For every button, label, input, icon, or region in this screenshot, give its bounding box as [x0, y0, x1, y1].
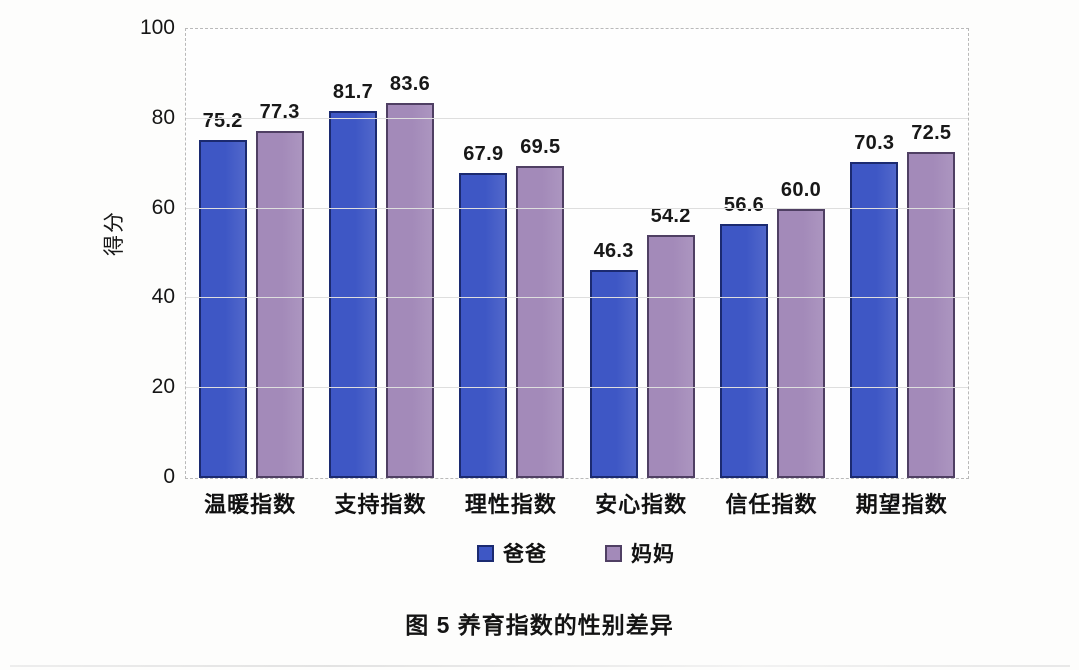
- figure-caption: 图 5 养育指数的性别差异: [405, 612, 674, 638]
- x-axis-category-label: 支持指数: [334, 492, 427, 517]
- bar-groups: 75.2 77.3 81.7 83.6 67.9 69.5 46.3 54.2 56.6 60.0…: [186, 29, 968, 478]
- x-axis-category-label: 期望指数: [855, 492, 948, 517]
- legend-label: 妈妈: [631, 543, 675, 566]
- bar-slot: 81.7: [328, 29, 377, 478]
- bar-value-label: 54.2: [650, 205, 691, 227]
- x-axis-category-label: 温暖指数: [204, 492, 297, 517]
- y-axis-tick-label: 0: [163, 465, 175, 488]
- bar-slot: 77.3: [255, 29, 304, 478]
- bar-value-label: 77.3: [259, 101, 300, 123]
- bar-slot: 69.5: [516, 29, 565, 478]
- bar-妈妈-期望指数: [907, 152, 956, 478]
- legend-label: 爸爸: [503, 543, 547, 566]
- bar-爸爸-理性指数: [459, 173, 508, 478]
- legend-swatch: [605, 544, 622, 562]
- bar-group: 70.3 72.5: [838, 29, 968, 478]
- legend-swatch: [477, 544, 494, 562]
- bar-slot: 56.6: [719, 29, 768, 478]
- bar-slot: 46.3: [589, 29, 638, 478]
- bar-妈妈-支持指数: [385, 103, 434, 478]
- bar-value-label: 83.6: [389, 73, 431, 95]
- bar-group: 56.6 60.0: [707, 29, 837, 478]
- gridline: [186, 207, 968, 209]
- bar-slot: 75.2: [198, 29, 247, 478]
- bar-value-label: 81.7: [332, 81, 374, 103]
- legend-item-妈妈: 妈妈: [605, 538, 675, 568]
- gridline: [186, 117, 968, 119]
- bar-value-label: 75.2: [202, 110, 243, 132]
- gridline: [186, 387, 968, 389]
- bar-value-label: 56.6: [723, 194, 765, 216]
- bar-妈妈-信任指数: [776, 209, 825, 478]
- bar-slot: 60.0: [776, 29, 825, 478]
- bar-slot: 70.3: [850, 29, 899, 478]
- bar-slot: 72.5: [907, 29, 956, 478]
- y-axis-tick-label: 40: [151, 285, 175, 309]
- gridline: [186, 297, 968, 299]
- bar-group: 81.7 83.6: [316, 29, 446, 478]
- bar-妈妈-理性指数: [516, 166, 565, 478]
- bar-value-label: 60.0: [780, 179, 822, 201]
- bar-value-label: 72.5: [911, 122, 952, 144]
- scan-artifact-line: [10, 665, 1070, 667]
- bar-妈妈-安心指数: [646, 235, 695, 478]
- legend-item-爸爸: 爸爸: [477, 538, 547, 568]
- bar-value-label: 67.9: [463, 143, 504, 165]
- bar-爸爸-安心指数: [589, 270, 638, 478]
- bar-value-label: 46.3: [593, 240, 634, 262]
- bar-group: 46.3 54.2: [577, 29, 707, 478]
- bar-slot: 67.9: [459, 29, 508, 478]
- y-axis-tick-label: 80: [151, 105, 175, 129]
- bar-group: 67.9 69.5: [447, 29, 577, 478]
- bar-妈妈-温暖指数: [255, 131, 304, 478]
- x-axis-category-label: 信任指数: [725, 492, 818, 517]
- bar-group: 75.2 77.3: [186, 29, 316, 478]
- bar-slot: 54.2: [646, 29, 695, 478]
- bar-爸爸-期望指数: [850, 162, 899, 478]
- bar-爸爸-支持指数: [328, 111, 377, 478]
- legend: 爸爸 妈妈: [185, 538, 967, 568]
- x-axis-category-labels: 温暖指数 支持指数 理性指数 安心指数 信任指数 期望指数: [185, 487, 967, 519]
- plot-area: 75.2 77.3 81.7 83.6 67.9 69.5 46.3 54.2 56.6 60.0…: [185, 28, 969, 479]
- x-axis-category-label: 理性指数: [464, 492, 557, 517]
- y-axis-tick-label: 20: [151, 375, 175, 399]
- bar-value-label: 70.3: [854, 132, 895, 154]
- bar-爸爸-信任指数: [719, 224, 768, 478]
- bar-value-label: 69.5: [520, 136, 561, 158]
- x-axis-category-label: 安心指数: [595, 492, 688, 517]
- y-axis-tick-label: 60: [151, 195, 175, 219]
- bar-slot: 83.6: [385, 29, 434, 478]
- y-axis-tick-label: 100: [139, 16, 175, 39]
- bar-爸爸-温暖指数: [198, 140, 247, 478]
